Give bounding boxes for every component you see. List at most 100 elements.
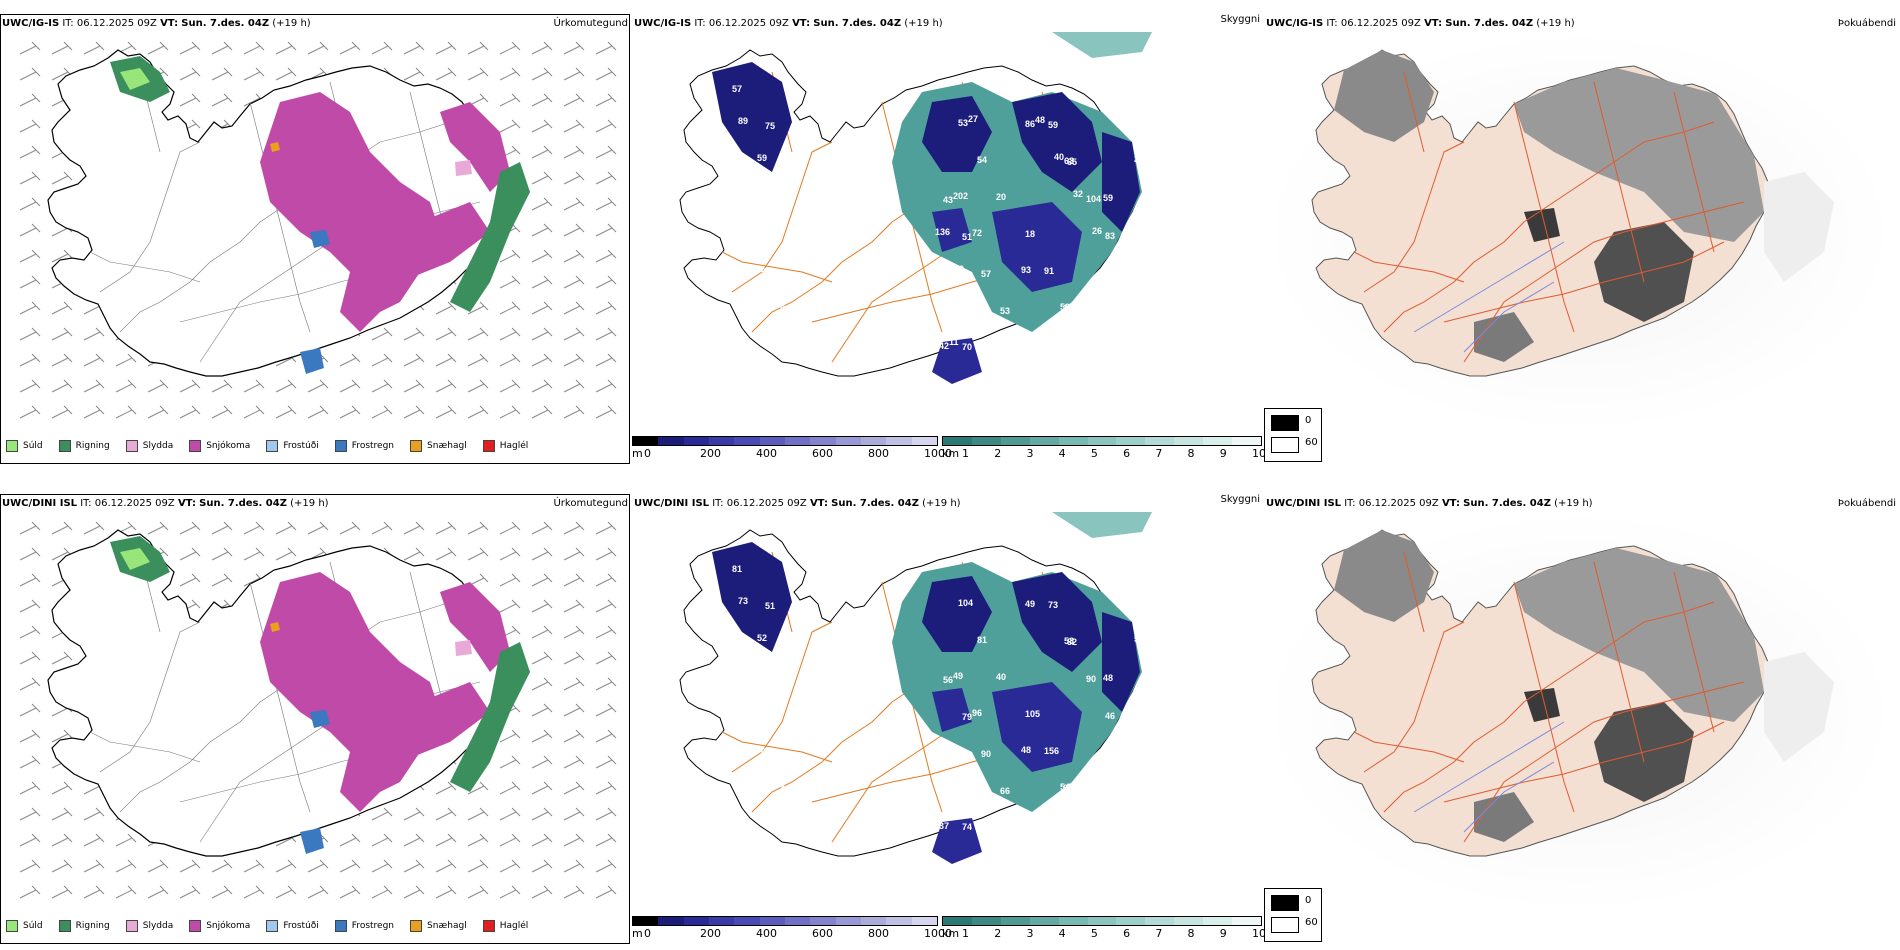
cloud-base-area bbox=[1102, 612, 1140, 712]
colorbar-tick: 6 bbox=[1123, 927, 1131, 940]
colorbar-tick: 800 bbox=[868, 447, 889, 460]
cloud-base-label: 50 bbox=[973, 301, 983, 311]
cloud-base-label: 18 bbox=[1025, 229, 1035, 239]
cloud-base-label: 74 bbox=[1082, 820, 1092, 830]
fog-area bbox=[1764, 652, 1834, 762]
colorbar-step bbox=[971, 437, 1001, 445]
cloud-base-label: 37 bbox=[939, 821, 949, 831]
cloud-base-label: 31 bbox=[776, 670, 786, 680]
drizzle-area bbox=[120, 548, 150, 570]
colorbar-tick: 3 bbox=[1026, 447, 1034, 460]
fog-area bbox=[1334, 530, 1434, 622]
colorbar-step bbox=[1116, 917, 1146, 925]
cloud-base-label: 27 bbox=[968, 114, 978, 124]
lead-time: (+19 h) bbox=[904, 18, 943, 29]
model-name: UWC/DINI ISL bbox=[2, 498, 78, 509]
cloud-base-area bbox=[712, 542, 792, 652]
cloud-base-label: 40 bbox=[996, 672, 1006, 682]
legend-swatch bbox=[6, 920, 18, 932]
cloud-base-label: 54 bbox=[1060, 782, 1070, 792]
cloud-base-label: 59 bbox=[757, 153, 767, 163]
colorbar-tick: 1 bbox=[962, 447, 969, 460]
colorbar-step bbox=[1174, 917, 1204, 925]
cloud-base-label: 52 bbox=[761, 267, 771, 277]
snow-area bbox=[440, 102, 510, 192]
colorbar-step bbox=[658, 437, 684, 445]
cloud-base-label: 56 bbox=[780, 304, 790, 314]
cloud-base-area bbox=[932, 818, 982, 864]
colorbar-step bbox=[658, 917, 684, 925]
colorbar-tick: 6 bbox=[1123, 447, 1131, 460]
fog-area bbox=[1764, 172, 1834, 282]
cloud-base-label: 54 bbox=[977, 155, 987, 165]
colorbar-tick: 0 bbox=[644, 447, 651, 460]
cloud-base-label: 156 bbox=[1044, 746, 1059, 756]
colorbar-step bbox=[810, 437, 836, 445]
legend-swatch bbox=[125, 920, 138, 932]
cloud-base-label: 57 bbox=[732, 84, 742, 94]
colorbar-step bbox=[1000, 917, 1030, 925]
legend-label: Snæhagl bbox=[427, 441, 467, 451]
colorbar-unit: m bbox=[632, 447, 643, 460]
fog-area bbox=[1514, 548, 1764, 722]
panel-title: Skyggni bbox=[1220, 14, 1260, 25]
cloud-base-label: 84 bbox=[943, 785, 953, 795]
valid-time: Sun. 7.des. 04Z bbox=[813, 18, 902, 29]
colorbar-step bbox=[860, 917, 887, 925]
legend-swatch bbox=[189, 920, 202, 932]
colorbar-step bbox=[708, 437, 735, 445]
model-name: UWC/IG-IS bbox=[1266, 18, 1324, 29]
panel-header: UWC/DINI ISL IT: 06.12.2025 09Z VT: Sun.… bbox=[1266, 498, 1593, 509]
cloud-base-label: 51 bbox=[784, 638, 794, 648]
cloud-base-label: 50 bbox=[1060, 302, 1070, 312]
legend-item: Frostúði bbox=[266, 920, 319, 932]
init-time-label: IT: bbox=[62, 18, 74, 29]
colorbar-tick: 200 bbox=[700, 447, 721, 460]
cloud-base-label: 90 bbox=[981, 749, 991, 759]
cloud-base-label: 11 bbox=[949, 337, 959, 347]
rain-area bbox=[450, 642, 530, 792]
colorbar-tick: 200 bbox=[700, 927, 721, 940]
colorbar-step bbox=[835, 917, 861, 925]
cloud-base-label: 70 bbox=[992, 338, 1002, 348]
road-network bbox=[1353, 551, 1745, 843]
height-colorbar: m 0 200 400 600 800 1000 bbox=[632, 916, 952, 941]
colorbar-step bbox=[633, 437, 659, 445]
cloud-base-label: 107 bbox=[1063, 303, 1078, 313]
cloud-base-label: 64 bbox=[1029, 823, 1039, 833]
colorbar-step bbox=[1232, 437, 1261, 445]
precip-map bbox=[19, 41, 617, 419]
colorbar-step bbox=[784, 437, 811, 445]
fog-legend-label: 0 bbox=[1305, 415, 1312, 426]
legend-swatch bbox=[410, 440, 423, 452]
legend-item: Frostregn bbox=[334, 920, 394, 932]
colorbar-step bbox=[943, 917, 972, 925]
model-name: UWC/IG-IS bbox=[2, 18, 60, 29]
legend-label: Rigning bbox=[75, 921, 110, 931]
init-time-label: IT: bbox=[80, 498, 92, 509]
cloud-base-label: 72 bbox=[972, 228, 982, 238]
cloud-base-label: 202 bbox=[953, 191, 968, 201]
legend-item: Frostregn bbox=[334, 440, 394, 452]
cloud-base-area bbox=[1012, 92, 1102, 192]
cloud-base-area bbox=[932, 338, 982, 384]
cloud-base-label: 104 bbox=[958, 598, 973, 608]
fog-area bbox=[1334, 50, 1434, 142]
sleet-area bbox=[455, 640, 472, 656]
cloud-base-label: 52 bbox=[742, 710, 752, 720]
init-time: 06.12.2025 09Z bbox=[76, 18, 157, 29]
cloud-base-label: 73 bbox=[738, 596, 748, 606]
precip-legend: Súld Rigning Slydda Snjókoma Frostúði Frostre… bbox=[6, 920, 528, 932]
legend-swatch bbox=[482, 920, 495, 932]
cloud-base-label: 42 bbox=[939, 341, 949, 351]
cloud-base-label: 75 bbox=[765, 121, 775, 131]
cloud-base-area bbox=[712, 62, 792, 172]
snow-pellets-area bbox=[270, 142, 280, 152]
colorbar-step bbox=[759, 917, 785, 925]
cloud-base-label: 104 bbox=[1086, 194, 1101, 204]
fog-legend-swatch-dark bbox=[1271, 895, 1299, 911]
height-colorbar: m 0 200 400 600 800 1000 bbox=[632, 436, 952, 461]
lead-time: (+19 h) bbox=[290, 498, 329, 509]
colorbar-tick: 600 bbox=[812, 447, 833, 460]
panel-title: Þokuábendi bbox=[1837, 18, 1896, 29]
